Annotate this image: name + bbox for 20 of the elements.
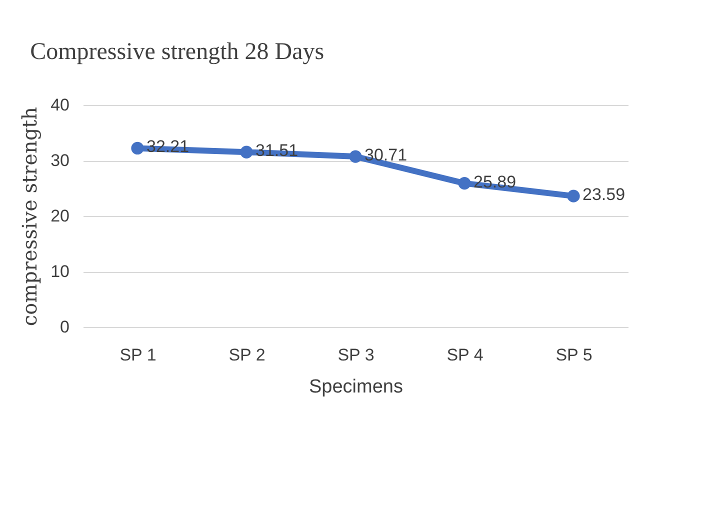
- point: [458, 177, 471, 190]
- point: [131, 142, 144, 155]
- x-tick-label: SP 3: [338, 346, 374, 364]
- y-tick-label: 0: [60, 318, 70, 336]
- point: [349, 150, 362, 163]
- chart-title: Compressive strength 28 Days: [30, 39, 324, 65]
- y-axis-title: compressive strength: [18, 106, 42, 326]
- y-tick-label: 40: [50, 96, 70, 114]
- point: [240, 146, 253, 158]
- data-label: 23.59: [582, 185, 626, 204]
- x-tick-label: SP 2: [228, 346, 266, 364]
- x-tick-label: SP 5: [556, 346, 592, 364]
- point: [567, 190, 580, 202]
- x-tick-label: SP 1: [120, 346, 156, 364]
- y-tick-label: 30: [50, 151, 70, 170]
- x-axis-title: Specimens: [309, 376, 403, 398]
- data-label: 30.71: [364, 146, 408, 165]
- y-tick-label: 20: [50, 206, 70, 226]
- x-tick-label: SP 4: [446, 346, 484, 364]
- y-tick-label: 10: [50, 262, 70, 281]
